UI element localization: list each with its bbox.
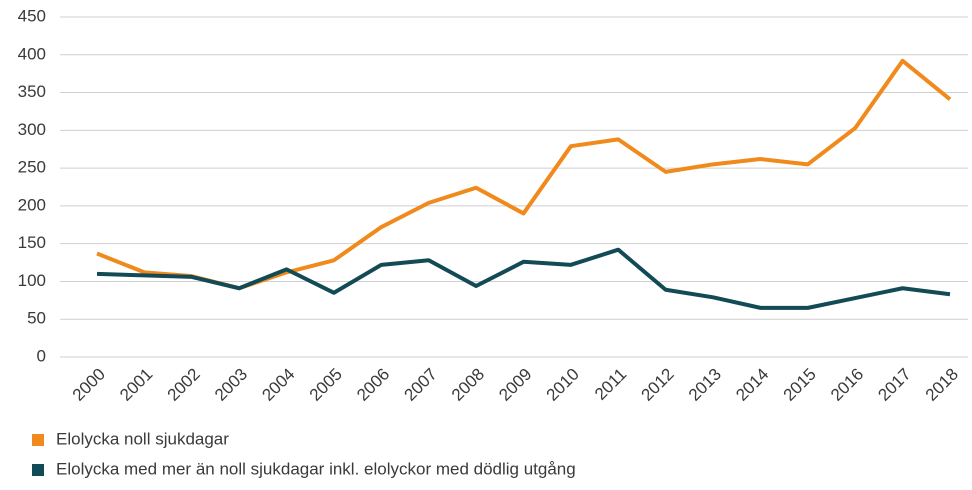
y-tick-label: 450	[18, 6, 46, 25]
x-tick-label: 2006	[353, 365, 393, 405]
series-line	[96, 58, 952, 291]
x-tick-label: 2012	[637, 365, 677, 405]
x-tick-label: 2004	[258, 365, 298, 405]
x-tick-label: 2002	[164, 365, 204, 405]
y-tick-label: 200	[18, 195, 46, 214]
x-tick-label: 2003	[211, 365, 251, 405]
x-tick-label: 2001	[116, 365, 156, 405]
x-tick-label: 2007	[401, 365, 441, 405]
y-tick-label: 250	[18, 158, 46, 177]
x-tick-label: 2013	[685, 365, 725, 405]
x-tick-label: 2000	[69, 365, 109, 405]
x-tick-label: 2014	[732, 365, 772, 405]
x-tick-label: 2017	[874, 365, 914, 405]
x-tick-label: 2018	[922, 365, 962, 405]
legend-swatch	[32, 434, 44, 446]
series-line	[96, 247, 951, 310]
y-tick-label: 100	[18, 271, 46, 290]
x-tick-label: 2015	[780, 365, 820, 405]
y-tick-label: 300	[18, 120, 46, 139]
legend-swatch	[32, 464, 44, 476]
y-tick-label: 0	[37, 346, 46, 365]
legend-label: Elolycka noll sjukdagar	[56, 429, 229, 448]
x-tick-label: 2011	[591, 365, 630, 404]
y-tick-label: 150	[18, 233, 46, 252]
legend-label: Elolycka med mer än noll sjukdagar inkl.…	[56, 459, 576, 478]
x-tick-label: 2008	[448, 365, 488, 405]
x-tick-label: 2005	[306, 365, 346, 405]
y-tick-label: 400	[18, 44, 46, 63]
y-tick-label: 50	[27, 309, 46, 328]
x-tick-label: 2009	[495, 365, 535, 405]
x-tick-label: 2016	[827, 365, 867, 405]
y-tick-label: 350	[18, 82, 46, 101]
x-tick-label: 2010	[543, 365, 583, 405]
